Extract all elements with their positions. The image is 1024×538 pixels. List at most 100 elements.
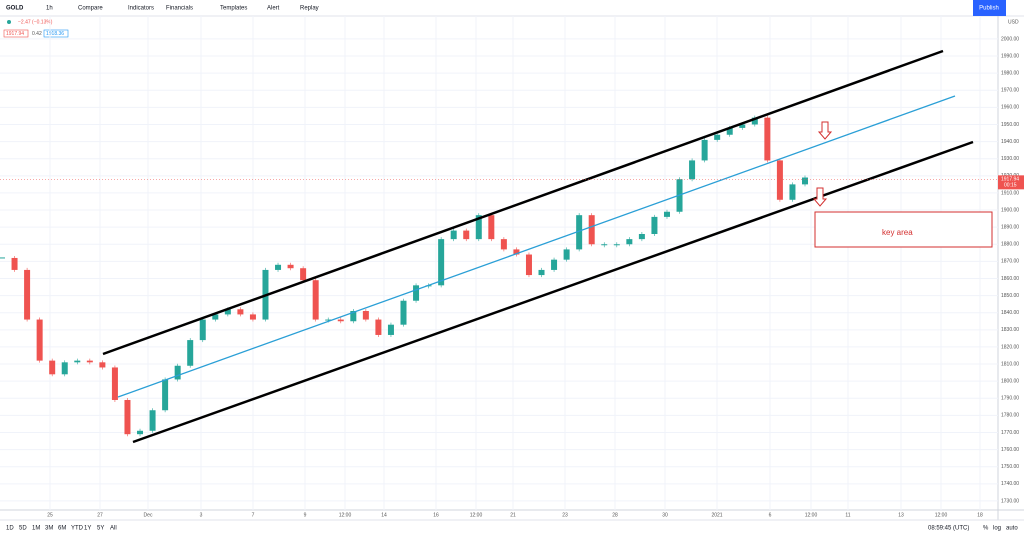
candle: [463, 230, 470, 240]
y-tick-label: 1830.00: [1001, 327, 1019, 333]
publish-label[interactable]: Publish: [979, 6, 999, 12]
candle: [525, 254, 532, 276]
x-tick-label: 3: [200, 512, 203, 518]
x-tick-label: Dec: [144, 512, 153, 518]
publish-button[interactable]: [973, 0, 1006, 16]
channel-lower: [132, 140, 974, 444]
candle: [663, 211, 670, 217]
candle: [450, 230, 457, 240]
candle: [49, 360, 56, 375]
y-tick-label: 1850.00: [1001, 293, 1019, 299]
y-tick-label: 1860.00: [1001, 276, 1019, 282]
y-tick-label: 1790.00: [1001, 396, 1019, 402]
toolbar-button[interactable]: Alert: [267, 6, 280, 12]
candle: [413, 285, 420, 301]
range-button[interactable]: 6M: [58, 526, 66, 532]
candle: [337, 319, 344, 322]
y-tick-label: 1980.00: [1001, 70, 1019, 76]
ask-box: [43, 29, 69, 38]
candle: [563, 249, 570, 260]
interval[interactable]: 1h: [46, 6, 53, 12]
x-tick-label: 11: [845, 512, 850, 518]
candle: [438, 239, 445, 286]
candle: [714, 134, 721, 140]
candle: [312, 280, 319, 320]
candle: [124, 399, 131, 435]
candle: [588, 215, 595, 245]
toolbar-button[interactable]: Templates: [220, 6, 247, 12]
y-tick-label: 1910.00: [1001, 190, 1019, 196]
toolbar-button[interactable]: Indicators: [128, 6, 154, 12]
candle: [187, 340, 194, 366]
x-tick-label: 12:00: [339, 512, 352, 518]
candle: [751, 117, 758, 125]
range-button[interactable]: 3M: [45, 526, 53, 532]
candle: [576, 215, 583, 250]
candle: [651, 216, 658, 234]
x-tick-label: 6: [769, 512, 772, 518]
last-price-box: [998, 175, 1024, 190]
candle: [387, 324, 394, 335]
toolbar-button[interactable]: Replay: [300, 6, 319, 12]
candle: [726, 127, 733, 135]
candle: [488, 215, 495, 240]
candle: [300, 268, 307, 281]
y-tick-label: 1770.00: [1001, 430, 1019, 436]
y-tick-label: 1900.00: [1001, 207, 1019, 213]
x-tick-label: 9: [304, 512, 307, 518]
range-button[interactable]: All: [110, 526, 117, 532]
bid-box: [3, 29, 29, 38]
y-tick-label: 1840.00: [1001, 310, 1019, 316]
candle: [701, 139, 708, 161]
y-tick-label: 1890.00: [1001, 224, 1019, 230]
x-tick-label: 25: [47, 512, 53, 518]
candle: [325, 319, 332, 321]
candle: [689, 160, 696, 180]
candle: [162, 379, 169, 411]
grid: [0, 16, 998, 510]
channel-upper: [102, 49, 944, 356]
spread: 0.42: [32, 31, 42, 37]
range-button[interactable]: 5Y: [97, 526, 104, 532]
candle: [638, 233, 645, 240]
y-tick-label: 1780.00: [1001, 413, 1019, 419]
x-tick-label: 7: [252, 512, 255, 518]
candle: [538, 269, 545, 276]
candle: [362, 310, 369, 320]
candle: [24, 269, 31, 320]
axis-option[interactable]: %: [983, 526, 989, 532]
candle: [500, 239, 507, 250]
range-button[interactable]: YTD: [71, 526, 84, 532]
y-tick-label: 1760.00: [1001, 447, 1019, 453]
candle: [764, 117, 771, 161]
x-tick-label: 13: [898, 512, 904, 518]
toolbar-button[interactable]: Financials: [166, 6, 193, 12]
candle: [613, 244, 620, 246]
candle: [789, 184, 796, 200]
candle: [199, 319, 206, 341]
axis-option[interactable]: log: [993, 526, 1001, 532]
range-button[interactable]: 5D: [19, 526, 27, 532]
symbol[interactable]: GOLD: [6, 6, 24, 12]
candle: [74, 360, 81, 363]
candle: [237, 309, 244, 315]
x-tick-label: 12:00: [470, 512, 483, 518]
range-button[interactable]: 1M: [32, 526, 40, 532]
candle: [111, 367, 118, 400]
range-button[interactable]: 1D: [6, 526, 14, 532]
y-tick-label: 1870.00: [1001, 259, 1019, 265]
y-tick-label: 1730.00: [1001, 498, 1019, 504]
toolbar-button[interactable]: Compare: [78, 6, 103, 12]
candle: [626, 239, 633, 245]
range-button[interactable]: 1Y: [84, 526, 91, 532]
candle: [36, 319, 43, 361]
x-tick-label: 30: [662, 512, 668, 518]
y-tick-label: 1990.00: [1001, 53, 1019, 59]
x-tick-label: 12:00: [805, 512, 818, 518]
y-tick-label: 1940.00: [1001, 139, 1019, 145]
candle: [601, 244, 608, 246]
candle: [739, 124, 746, 128]
currency: USD: [1008, 19, 1019, 25]
y-tick-label: 1970.00: [1001, 88, 1019, 94]
axis-option[interactable]: auto: [1006, 526, 1018, 532]
